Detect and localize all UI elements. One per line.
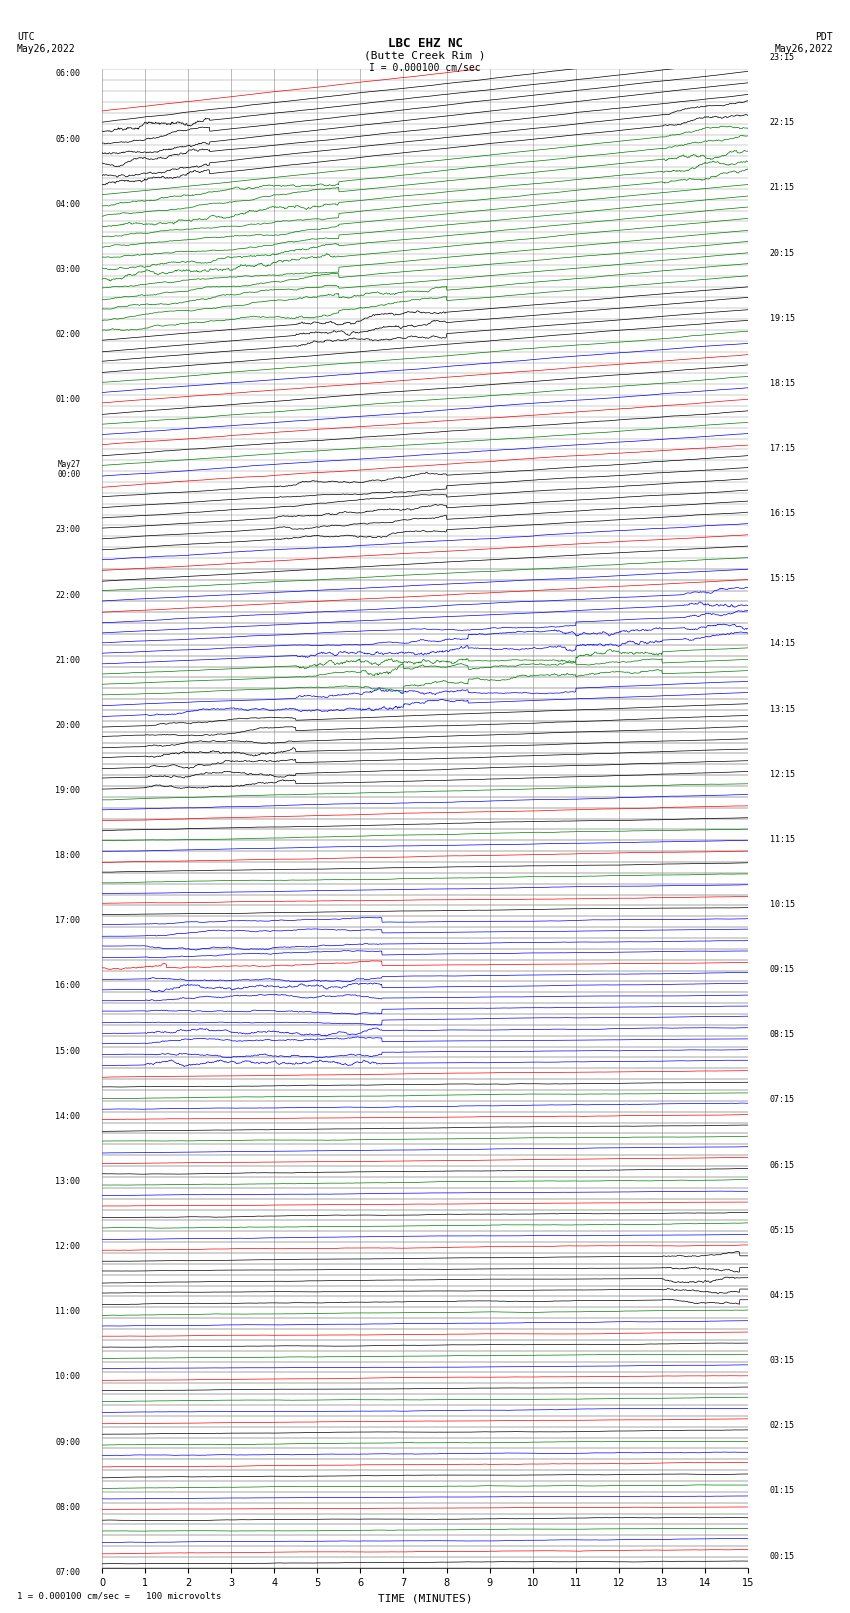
- Text: 23:15: 23:15: [769, 53, 795, 61]
- Text: 17:15: 17:15: [769, 444, 795, 453]
- Text: 16:00: 16:00: [55, 981, 81, 990]
- Text: 13:00: 13:00: [55, 1177, 81, 1186]
- Text: 06:15: 06:15: [769, 1161, 795, 1169]
- Text: 18:00: 18:00: [55, 852, 81, 860]
- Text: 10:00: 10:00: [55, 1373, 81, 1381]
- Text: LBC EHZ NC: LBC EHZ NC: [388, 37, 462, 50]
- Text: 22:00: 22:00: [55, 590, 81, 600]
- Text: 19:00: 19:00: [55, 786, 81, 795]
- Text: 15:00: 15:00: [55, 1047, 81, 1055]
- Text: 21:15: 21:15: [769, 184, 795, 192]
- Text: 00:15: 00:15: [769, 1552, 795, 1560]
- Text: 06:00: 06:00: [55, 69, 81, 79]
- Text: 20:15: 20:15: [769, 248, 795, 258]
- Text: 05:15: 05:15: [769, 1226, 795, 1236]
- Text: I = 0.000100 cm/sec: I = 0.000100 cm/sec: [369, 63, 481, 73]
- Text: PDT
May26,2022: PDT May26,2022: [774, 32, 833, 53]
- Text: 04:00: 04:00: [55, 200, 81, 208]
- Text: 01:00: 01:00: [55, 395, 81, 405]
- Text: 1 = 0.000100 cm/sec =   100 microvolts: 1 = 0.000100 cm/sec = 100 microvolts: [17, 1590, 221, 1600]
- Text: 03:15: 03:15: [769, 1357, 795, 1365]
- Text: May27
00:00: May27 00:00: [57, 460, 81, 479]
- Text: 20:00: 20:00: [55, 721, 81, 729]
- Text: UTC
May26,2022: UTC May26,2022: [17, 32, 76, 53]
- Text: 16:15: 16:15: [769, 510, 795, 518]
- Text: 09:15: 09:15: [769, 965, 795, 974]
- Text: 07:00: 07:00: [55, 1568, 81, 1578]
- Text: 17:00: 17:00: [55, 916, 81, 926]
- Text: 09:00: 09:00: [55, 1437, 81, 1447]
- Text: 14:15: 14:15: [769, 639, 795, 648]
- Text: 13:15: 13:15: [769, 705, 795, 713]
- Text: 22:15: 22:15: [769, 118, 795, 127]
- Text: 21:00: 21:00: [55, 656, 81, 665]
- Text: 02:15: 02:15: [769, 1421, 795, 1431]
- Text: (Butte Creek Rim ): (Butte Creek Rim ): [365, 50, 485, 60]
- Text: 14:00: 14:00: [55, 1111, 81, 1121]
- Text: 11:15: 11:15: [769, 836, 795, 844]
- Text: 03:00: 03:00: [55, 265, 81, 274]
- X-axis label: TIME (MINUTES): TIME (MINUTES): [377, 1594, 473, 1603]
- Text: 18:15: 18:15: [769, 379, 795, 387]
- Text: 15:15: 15:15: [769, 574, 795, 584]
- Text: 04:15: 04:15: [769, 1290, 795, 1300]
- Text: 07:15: 07:15: [769, 1095, 795, 1105]
- Text: 02:00: 02:00: [55, 331, 81, 339]
- Text: 05:00: 05:00: [55, 134, 81, 144]
- Text: 01:15: 01:15: [769, 1487, 795, 1495]
- Text: 12:15: 12:15: [769, 769, 795, 779]
- Text: 23:00: 23:00: [55, 526, 81, 534]
- Text: 08:00: 08:00: [55, 1503, 81, 1511]
- Text: 12:00: 12:00: [55, 1242, 81, 1252]
- Text: 08:15: 08:15: [769, 1031, 795, 1039]
- Text: 19:15: 19:15: [769, 313, 795, 323]
- Text: 11:00: 11:00: [55, 1307, 81, 1316]
- Text: 10:15: 10:15: [769, 900, 795, 910]
